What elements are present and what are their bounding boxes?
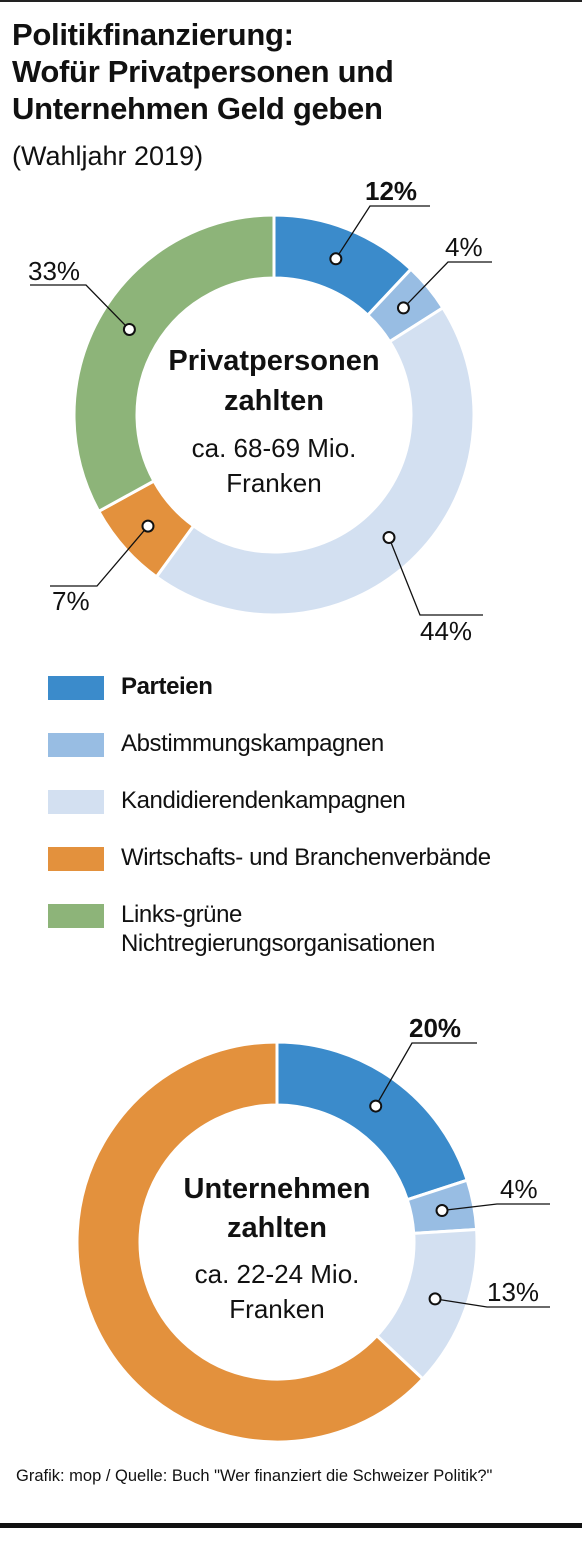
legend-swatch xyxy=(48,733,104,757)
legend-item: Wirtschafts- und Branchenverbände xyxy=(48,843,568,872)
callout-line xyxy=(30,284,130,330)
data-label: 12% xyxy=(365,176,417,206)
callout: 12% xyxy=(329,176,430,266)
legend-label: Parteien xyxy=(121,673,213,700)
center-title: zahlten xyxy=(224,385,324,417)
title-line-3: Unternehmen Geld geben xyxy=(12,91,383,126)
callout: 33% xyxy=(28,256,136,336)
callout-dot xyxy=(369,1099,383,1113)
center-title: Unternehmen xyxy=(184,1173,371,1205)
legend-label: Wirtschafts- und Branchenverbände xyxy=(121,844,491,871)
legend-swatch xyxy=(48,790,104,814)
legend-item: Links-grüne Nichtregierungsorganisationen xyxy=(48,900,568,958)
donut-slice xyxy=(75,1040,425,1444)
source-note: Grafik: mop / Quelle: Buch "Wer finanzie… xyxy=(16,1467,493,1485)
data-label: 13% xyxy=(487,1277,539,1307)
callout: 13% xyxy=(428,1277,550,1308)
center-title: zahlten xyxy=(227,1212,327,1244)
center-subtitle: Franken xyxy=(229,1294,324,1324)
callout: 7% xyxy=(50,519,155,616)
donut-chart-privatpersonen: 12% 4% 44% 7% 33% Privatpersonen zahlten ca. 68… xyxy=(28,176,492,646)
title-line-2: Wofür Privatpersonen und xyxy=(12,54,394,89)
data-label: 7% xyxy=(52,586,90,616)
legend-swatch xyxy=(48,904,104,928)
legend-swatch xyxy=(48,847,104,871)
chart-subtitle: (Wahljahr 2019) xyxy=(12,141,204,171)
donut-chart-unternehmen: 20% 4% 13% Unternehmen zahlten ca. 22-24 Mio.… xyxy=(75,1013,550,1444)
callout-dot xyxy=(329,252,343,266)
callout-dot xyxy=(435,1204,449,1218)
data-label: 44% xyxy=(420,616,472,646)
legend-item: Kandidierendenkampagnen xyxy=(48,786,568,815)
callout-dot xyxy=(141,519,155,533)
center-subtitle: Franken xyxy=(226,468,321,498)
data-label: 20% xyxy=(409,1013,461,1043)
callout: 20% xyxy=(369,1013,477,1113)
title-line-1: Politikfinanzierung: xyxy=(12,17,294,52)
legend-label: Kandidierendenkampagnen xyxy=(121,787,406,814)
callout: 4% xyxy=(435,1174,550,1218)
legend-item: Abstimmungskampagnen xyxy=(48,729,568,758)
bottom-rule xyxy=(0,1523,582,1528)
center-title: Privatpersonen xyxy=(168,345,379,377)
data-label: 4% xyxy=(445,232,483,262)
callout-dot xyxy=(428,1292,442,1306)
callout-dot xyxy=(396,301,410,315)
data-label: 4% xyxy=(500,1174,538,1204)
legend-item: Parteien xyxy=(48,672,568,701)
callout: 4% xyxy=(396,232,492,315)
callout: 44% xyxy=(382,530,483,646)
top-rule xyxy=(0,0,582,2)
legend-label: Links-grüne Nichtregierungsorganisationen xyxy=(121,901,435,957)
callout-line xyxy=(50,525,149,587)
chart-title: Politikfinanzierung: Wofür Privatpersone… xyxy=(12,16,572,127)
data-label: 33% xyxy=(28,256,80,286)
callout-dot xyxy=(382,530,396,544)
callout-line xyxy=(335,205,430,260)
callout-line xyxy=(375,1042,477,1107)
callout-line xyxy=(388,537,483,616)
callout-line xyxy=(402,261,492,309)
callout-line xyxy=(434,1298,550,1308)
callout-line xyxy=(441,1203,550,1212)
callout-dot xyxy=(122,322,136,336)
legend: Parteien Abstimmungskampagnen Kandidierend… xyxy=(48,672,568,958)
legend-label: Abstimmungskampagnen xyxy=(121,730,384,757)
donut-slice xyxy=(72,213,276,514)
center-subtitle: ca. 68-69 Mio. xyxy=(192,433,357,463)
center-subtitle: ca. 22-24 Mio. xyxy=(195,1259,360,1289)
legend-swatch xyxy=(48,676,104,700)
